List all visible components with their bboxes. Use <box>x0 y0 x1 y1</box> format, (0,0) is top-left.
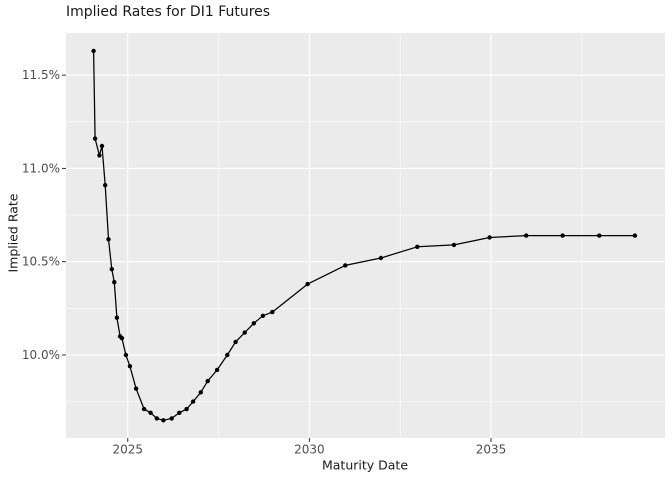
data-point <box>169 416 174 421</box>
y-tick-label: 11.0% <box>22 161 60 175</box>
data-point <box>270 309 275 315</box>
data-point <box>148 410 153 415</box>
data-point <box>119 336 125 341</box>
x-tick-label: 2025 <box>112 443 143 457</box>
data-point <box>632 233 638 238</box>
data-point <box>597 233 602 238</box>
data-point <box>415 244 420 249</box>
data-point <box>127 364 133 369</box>
data-point <box>343 263 348 268</box>
data-point <box>92 136 98 141</box>
data-point <box>91 48 96 54</box>
data-point <box>99 143 105 149</box>
x-tick-label: 2035 <box>476 443 507 457</box>
data-point <box>524 233 529 238</box>
y-tick-label: 11.5% <box>22 68 60 82</box>
x-axis-title: Maturity Date <box>321 457 409 473</box>
data-point <box>225 352 230 358</box>
data-point <box>233 339 238 345</box>
data-point <box>106 237 111 242</box>
data-point <box>114 315 120 320</box>
data-point <box>109 267 115 272</box>
data-point <box>161 418 166 423</box>
data-point <box>205 378 210 384</box>
data-point <box>378 255 384 261</box>
data-point <box>305 281 310 287</box>
chart-title: Implied Rates for DI1 Futures <box>66 4 271 20</box>
y-tick-label: 10.0% <box>22 348 60 362</box>
data-point <box>103 183 108 188</box>
data-point <box>260 313 266 318</box>
data-point <box>97 153 102 158</box>
data-point <box>154 416 159 421</box>
data-point <box>177 410 182 415</box>
data-point <box>214 367 220 373</box>
data-point <box>451 242 457 248</box>
data-point <box>198 390 203 395</box>
x-tick-label: 2030 <box>294 443 325 457</box>
data-point <box>242 330 247 335</box>
data-point <box>251 321 256 326</box>
data-point <box>190 399 196 404</box>
data-point <box>560 233 565 238</box>
data-point <box>141 406 147 412</box>
data-point <box>112 280 117 285</box>
data-point <box>487 235 492 240</box>
data-point <box>123 352 129 358</box>
y-tick-label: 10.5% <box>22 255 60 269</box>
data-point <box>133 386 139 391</box>
data-point <box>184 406 189 412</box>
